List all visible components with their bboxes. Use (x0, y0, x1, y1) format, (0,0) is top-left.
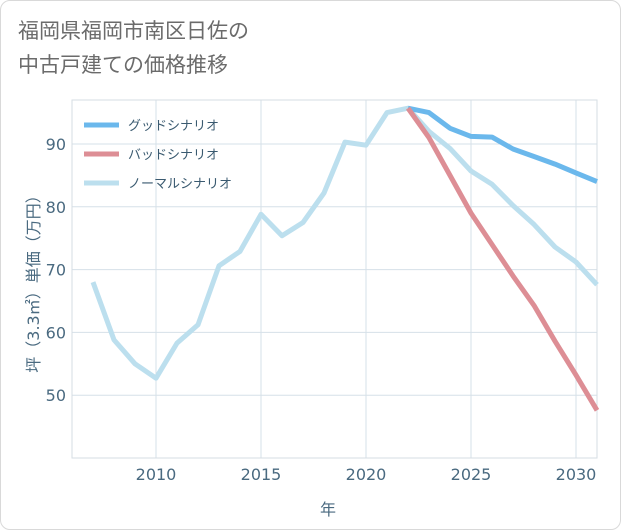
chart-title-line-1: 福岡県福岡市南区日佐の (18, 19, 249, 43)
y-axis-label: 坪（3.3㎡）単価（万円） (24, 187, 43, 373)
chart-title-line-2: 中古戸建ての価格推移 (18, 53, 228, 77)
bad-scenario-legend-label: バッドシナリオ (128, 148, 219, 163)
x-tick-label: 2025 (451, 465, 492, 484)
x-tick-label: 2020 (346, 465, 387, 484)
chart-title: 福岡県福岡市南区日佐の 中古戸建ての価格推移 (18, 14, 438, 82)
tick-labels: 2010 2015 2020 2025 2030 50 60 70 80 90 (46, 135, 597, 484)
series-lines (90, 105, 600, 412)
axes (71, 99, 598, 459)
good-scenario-line (407, 105, 598, 184)
normal-scenario-legend-label: ノーマルシナリオ (128, 177, 232, 192)
good-scenario-legend-label: グッドシナリオ (128, 119, 219, 134)
x-axis-label: 年 (320, 500, 337, 519)
x-tick-label: 2010 (136, 465, 177, 484)
x-tick-label: 2030 (556, 465, 597, 484)
y-tick-label: 80 (46, 198, 66, 217)
y-tick-label: 60 (46, 323, 66, 342)
plot-area-border (71, 99, 598, 459)
y-tick-label: 70 (46, 261, 66, 280)
x-tick-label: 2015 (241, 465, 282, 484)
y-tick-label: 90 (46, 135, 66, 154)
y-tick-label: 50 (46, 386, 66, 405)
bad-scenario-line (405, 106, 600, 412)
normal-scenario-line (90, 105, 599, 381)
